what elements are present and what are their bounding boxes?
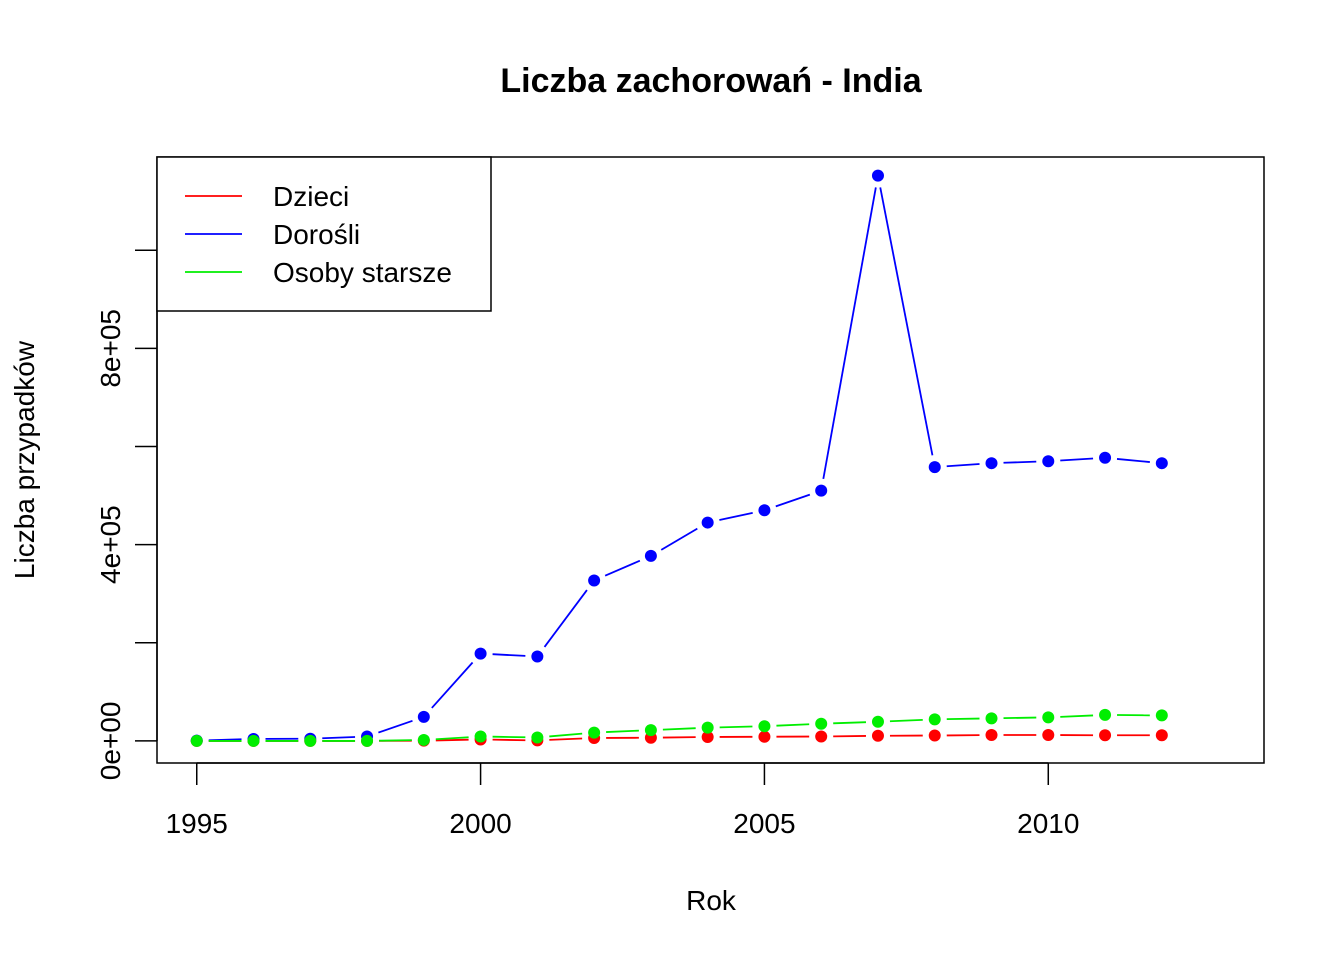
series-segment [549,732,583,738]
data-point [815,730,828,743]
data-point [1155,457,1168,470]
legend-label: Osoby starsze [273,257,452,288]
data-point [758,730,771,743]
y-tick-label: 0e+00 [95,702,126,781]
data-point [871,715,884,728]
data-point [417,710,430,723]
data-point [928,729,941,742]
y-tick-label: 8e+05 [95,309,126,388]
data-point [531,650,544,663]
data-point [644,724,657,737]
data-point [644,549,657,562]
series-segment [431,661,474,709]
data-point [304,734,317,747]
data-point [985,712,998,725]
series-segment [1003,460,1037,464]
series-segment [719,511,753,521]
data-point [815,717,828,730]
data-point [701,730,714,743]
series-segment [492,735,526,739]
series-segment [1003,716,1037,720]
series-segment [435,736,469,741]
series-segment [776,723,810,727]
series-segment [435,738,469,742]
series-segment [492,738,526,742]
series-segment [775,493,811,508]
data-point [417,733,430,746]
series-segment [543,589,588,648]
x-tick-label: 2005 [733,808,795,839]
series-segment [889,718,923,723]
data-point [815,484,828,497]
y-tick-label: 4e+05 [95,505,126,584]
legend-label: Dorośli [273,219,360,250]
series-layer [190,169,1168,747]
data-point [1099,708,1112,721]
data-point [1042,711,1055,724]
series-segment [879,187,934,456]
data-point [361,734,374,747]
data-point [1155,709,1168,722]
data-point [701,721,714,734]
series-segment [378,719,413,734]
data-point [758,504,771,517]
data-point [985,729,998,742]
series-segment [822,187,877,480]
data-point [701,516,714,529]
data-point [871,729,884,742]
series-segment [946,717,980,721]
series-segment [549,737,583,741]
data-point [1155,729,1168,742]
y-axis-label: Liczba przypadków [9,340,40,579]
chart-title: Liczba zachorowań - India [500,62,922,100]
x-axis-label: Rok [686,885,737,916]
data-point [1042,729,1055,742]
data-point [1099,729,1112,742]
legend: Dzieci Dorośli Osoby starsze [156,156,492,312]
data-point [928,713,941,726]
series-segment [833,721,867,725]
series-segment [1060,714,1094,718]
data-point [1042,455,1055,468]
data-point [190,734,203,747]
data-point [531,731,544,744]
data-point [758,720,771,733]
x-tick-label: 1995 [166,808,228,839]
series-segment [719,725,753,729]
y-axis: 0e+00 4e+05 8e+05 [95,249,158,781]
series-segment [1060,457,1094,462]
data-point [1099,451,1112,464]
legend-label: Dzieci [273,181,349,212]
series-segment [604,559,641,577]
series-segment [379,739,412,742]
data-point [474,730,487,743]
series-3 [190,708,1168,747]
series-segment [660,527,698,551]
data-point [871,169,884,182]
data-point [588,574,601,587]
series-segment [492,653,526,657]
series-segment [1116,458,1150,463]
series-segment [606,729,639,733]
series-segment [946,463,980,468]
data-point [247,734,260,747]
series-segment [662,727,696,731]
data-point [588,726,601,739]
x-tick-label: 2000 [449,808,511,839]
data-point [985,457,998,470]
data-point [474,647,487,660]
x-tick-label: 2010 [1017,808,1079,839]
x-axis: 1995 2000 2005 2010 [166,762,1079,839]
series-segment [322,736,356,740]
data-point [928,461,941,474]
